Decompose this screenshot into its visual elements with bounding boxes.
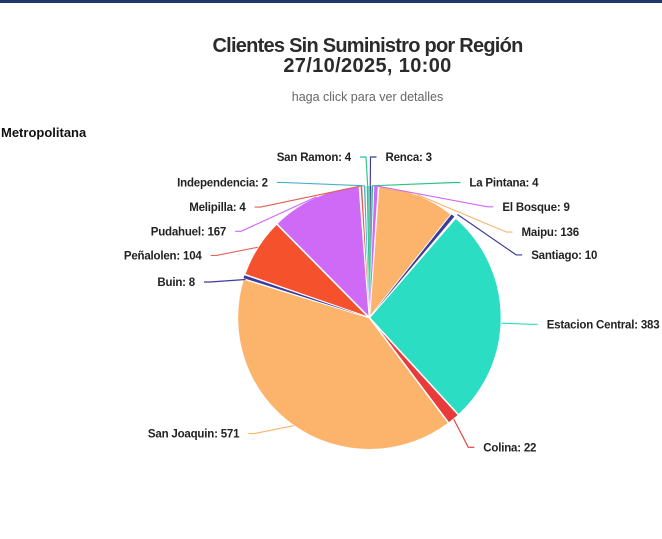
svg-text:Renca: 3: Renca: 3 [386,152,432,164]
svg-text:Santiago: 10: Santiago: 10 [531,250,597,262]
svg-text:San Ramon: 4: San Ramon: 4 [277,152,352,164]
svg-text:El Bosque: 9: El Bosque: 9 [502,202,569,214]
svg-text:Colina: 22: Colina: 22 [483,442,536,454]
svg-text:Peñalolen: 104: Peñalolen: 104 [124,251,203,263]
svg-text:San Joaquin: 571: San Joaquin: 571 [148,429,240,441]
svg-text:La Pintana: 4: La Pintana: 4 [469,178,539,190]
svg-text:Estacion Central: 383: Estacion Central: 383 [547,319,660,331]
svg-text:Independencia: 2: Independencia: 2 [177,178,268,190]
svg-text:Pudahuel: 167: Pudahuel: 167 [151,226,226,238]
svg-text:Maipu: 136: Maipu: 136 [522,227,579,239]
svg-text:Buin: 8: Buin: 8 [157,277,195,289]
svg-text:Melipilla: 4: Melipilla: 4 [189,202,246,214]
